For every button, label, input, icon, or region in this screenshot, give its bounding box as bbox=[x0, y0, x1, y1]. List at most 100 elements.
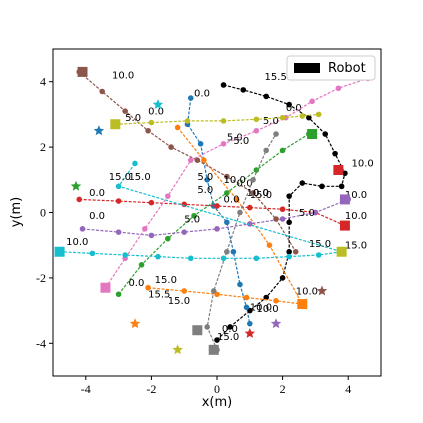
goal-star bbox=[129, 318, 141, 329]
goal-star bbox=[270, 318, 282, 329]
trajectory-point bbox=[273, 216, 279, 222]
robot-marker bbox=[336, 246, 347, 257]
trajectory-point bbox=[115, 229, 122, 235]
trajectory-point bbox=[201, 157, 207, 163]
trajectory-point bbox=[214, 226, 220, 232]
x-ticks: -4 -2 0 2 4 bbox=[81, 376, 351, 396]
trajectory-point bbox=[237, 281, 243, 288]
goal-star bbox=[172, 344, 183, 355]
trajectory-point bbox=[253, 167, 260, 173]
goal-star bbox=[152, 99, 164, 109]
time-label: 15.0 bbox=[217, 332, 239, 343]
trajectory-0: 15.50.010.010.00.0 bbox=[214, 72, 374, 343]
trajectory-point bbox=[342, 170, 348, 177]
time-label: 5.0 bbox=[125, 113, 141, 124]
time-label: 0.0 bbox=[148, 106, 164, 117]
trajectory-point bbox=[243, 294, 250, 301]
trajectory-point bbox=[250, 190, 256, 196]
time-label: 5.0 bbox=[299, 208, 315, 219]
time-label: 10.0 bbox=[66, 237, 88, 248]
trajectory-point bbox=[191, 212, 197, 219]
trajectory-line bbox=[148, 127, 304, 305]
trajectory-point bbox=[115, 183, 122, 190]
trajectory-line bbox=[59, 163, 342, 259]
time-label: 0.0 bbox=[194, 88, 210, 99]
x-tick-label: -4 bbox=[81, 382, 91, 396]
trajectory-point bbox=[335, 85, 342, 92]
trajectory-point bbox=[253, 116, 260, 123]
trajectory-point bbox=[214, 203, 220, 209]
trajectory-point bbox=[148, 119, 155, 126]
legend-label: Robot bbox=[328, 61, 366, 76]
trajectory-point bbox=[220, 82, 227, 88]
trajectory-6: 10.0 5.0 0.0 bbox=[76, 69, 299, 255]
trajectory-point bbox=[174, 124, 181, 131]
time-label: 10.0 bbox=[256, 304, 278, 315]
series-layer: 15.50.010.010.00.00.05.010.015.015.515.0… bbox=[56, 69, 374, 353]
trajectory-line bbox=[186, 97, 251, 324]
trajectory-point bbox=[115, 291, 122, 298]
trajectory-point bbox=[332, 150, 338, 157]
x-axis-label: x(m) bbox=[202, 395, 233, 410]
trajectory-point bbox=[145, 127, 151, 134]
trajectory-10: 10.015.015.015.0 15.0 bbox=[56, 160, 367, 262]
goal-star bbox=[316, 285, 328, 296]
trajectory-point bbox=[286, 253, 292, 260]
time-label: 15.5 bbox=[148, 290, 170, 301]
time-label: 15.0 bbox=[309, 239, 331, 250]
trajectory-point bbox=[233, 196, 240, 203]
trajectory-point bbox=[181, 229, 187, 235]
robot-marker bbox=[110, 119, 121, 130]
trajectory-point bbox=[79, 226, 86, 232]
time-label: 5.0 bbox=[197, 185, 213, 196]
trajectory-point bbox=[194, 157, 201, 163]
trajectory-point bbox=[286, 193, 292, 199]
time-label: 5.0 bbox=[233, 136, 249, 147]
trajectory-5: 0.0 5.0 5.0 10.0 bbox=[79, 190, 367, 239]
trajectory-point bbox=[273, 131, 279, 137]
y-tick-label: 4 bbox=[40, 75, 46, 89]
trajectory-point bbox=[312, 209, 319, 216]
time-label: 5.0 bbox=[197, 172, 213, 183]
trajectory-point bbox=[148, 232, 155, 239]
x-tick-label: 0 bbox=[214, 382, 220, 396]
trajectory-point bbox=[338, 183, 345, 190]
time-label: 15.0 bbox=[345, 240, 367, 251]
trajectory-point bbox=[299, 113, 306, 119]
trajectory-point bbox=[273, 297, 279, 304]
trajectory-point bbox=[263, 93, 270, 100]
robot-marker bbox=[54, 246, 65, 257]
trajectory-point bbox=[168, 144, 174, 150]
time-label: 5.0 bbox=[184, 214, 200, 225]
robot-marker bbox=[208, 344, 219, 355]
trajectory-point bbox=[230, 248, 237, 255]
trajectory-point bbox=[122, 108, 128, 114]
trajectory-point bbox=[237, 209, 243, 216]
trajectory-point bbox=[165, 193, 171, 199]
trajectory-point bbox=[204, 177, 210, 183]
time-label: 0.0 bbox=[253, 188, 269, 199]
trajectory-4: 0.00.0 15.010.0 bbox=[76, 188, 367, 229]
trajectory-point bbox=[187, 157, 194, 163]
trajectory-point bbox=[122, 252, 128, 258]
trajectory-point bbox=[286, 248, 292, 255]
trajectory-point bbox=[184, 118, 191, 124]
time-label: 0.0 bbox=[224, 195, 240, 206]
trajectory-point bbox=[247, 320, 253, 327]
trajectory-3: 0.0 5.0 5.0 bbox=[115, 131, 312, 298]
legend: Robot bbox=[286, 55, 376, 81]
time-label: 15.0 bbox=[155, 275, 177, 286]
x-tick-label: -2 bbox=[146, 382, 156, 396]
time-label: 0.0 bbox=[89, 188, 105, 199]
time-label: 15.5 bbox=[265, 72, 287, 83]
trajectory-point bbox=[250, 177, 256, 183]
goal-star bbox=[244, 328, 255, 338]
trajectory-point bbox=[279, 275, 286, 281]
trajectory-point bbox=[197, 141, 204, 147]
trajectory-point bbox=[224, 219, 230, 226]
trajectory-point bbox=[181, 288, 187, 294]
trajectory-point bbox=[145, 284, 151, 291]
trajectory-point bbox=[266, 242, 273, 248]
trajectory-point bbox=[243, 304, 250, 311]
